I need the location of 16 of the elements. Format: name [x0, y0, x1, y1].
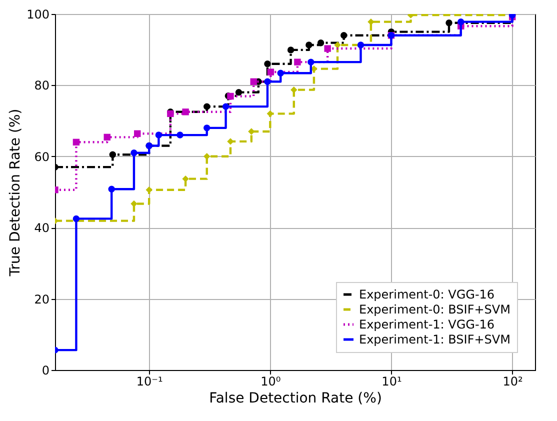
- x-tick-label: 10¹: [382, 374, 402, 388]
- y-tick-label: 40: [34, 221, 50, 236]
- y-axis-title: True Detection Rate (%): [8, 108, 24, 278]
- legend-label: Experiment-1: VGG-16: [359, 318, 495, 332]
- y-tick-label: 0: [42, 364, 50, 378]
- y-tick-label: 100: [26, 8, 50, 22]
- x-tick-label: 10⁻¹: [136, 374, 163, 388]
- x-tick-label: 10⁰: [260, 374, 281, 388]
- legend-label: Experiment-1: BSIF+SVM: [359, 332, 510, 346]
- legend-label: Experiment-0: BSIF+SVM: [359, 302, 510, 316]
- y-tick-label: 20: [34, 292, 50, 306]
- x-tick-label: 10²: [502, 374, 524, 388]
- y-tick-label: 60: [34, 150, 50, 164]
- x-axis-title: False Detection Rate (%): [209, 390, 382, 406]
- y-tick-label: 80: [34, 78, 50, 93]
- legend-label: Experiment-0: VGG-16: [359, 288, 495, 302]
